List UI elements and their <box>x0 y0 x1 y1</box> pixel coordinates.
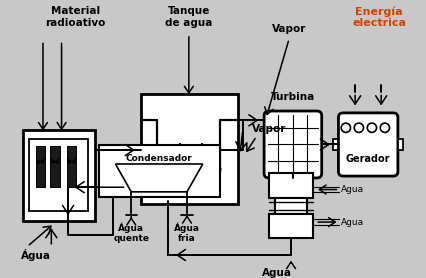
Text: Água
quente: Água quente <box>113 222 149 244</box>
Text: Agua: Agua <box>262 268 292 278</box>
Bar <box>269 173 314 198</box>
Text: Agua: Agua <box>341 218 364 227</box>
Text: Tanque
de agua: Tanque de agua <box>165 6 213 28</box>
Text: Material
radioativo: Material radioativo <box>45 6 106 28</box>
Text: Turbina: Turbina <box>271 92 315 102</box>
Text: Vapor: Vapor <box>272 24 306 34</box>
Bar <box>269 214 314 238</box>
Bar <box>275 198 307 214</box>
Bar <box>141 94 238 204</box>
Text: Gerador: Gerador <box>346 154 390 164</box>
Bar <box>29 139 89 211</box>
Text: Água
fria: Água fria <box>174 222 200 244</box>
Bar <box>99 145 219 197</box>
Circle shape <box>354 123 363 132</box>
Text: Energía
electrica: Energía electrica <box>352 6 406 28</box>
Circle shape <box>367 123 377 132</box>
Bar <box>35 146 45 187</box>
Text: Agua: Agua <box>341 185 364 194</box>
Bar <box>23 130 95 221</box>
Polygon shape <box>115 164 203 192</box>
Bar <box>398 139 403 150</box>
Text: Condensador: Condensador <box>126 154 193 163</box>
FancyBboxPatch shape <box>264 111 322 178</box>
Text: Água: Água <box>21 249 51 260</box>
Circle shape <box>380 123 389 132</box>
Text: Vapor: Vapor <box>252 124 286 134</box>
Circle shape <box>341 123 351 132</box>
FancyBboxPatch shape <box>338 113 398 176</box>
Bar <box>67 146 76 187</box>
Bar <box>333 139 338 150</box>
Bar <box>50 146 60 187</box>
